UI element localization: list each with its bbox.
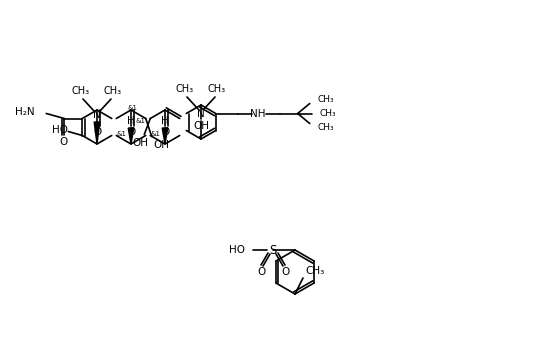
Text: HO: HO	[52, 125, 68, 135]
Text: OH: OH	[154, 139, 170, 150]
Text: CH₃: CH₃	[208, 84, 226, 94]
Text: &1: &1	[128, 105, 138, 111]
Text: O: O	[59, 136, 67, 146]
Text: CH₃: CH₃	[320, 109, 336, 118]
Polygon shape	[162, 128, 168, 144]
Polygon shape	[128, 128, 134, 144]
Polygon shape	[94, 122, 100, 144]
Text: O: O	[162, 127, 170, 137]
Text: CH₃: CH₃	[305, 266, 324, 276]
Text: NH: NH	[250, 109, 265, 118]
Text: &1: &1	[150, 130, 161, 136]
Text: HO: HO	[229, 245, 245, 255]
Text: &1: &1	[116, 130, 126, 136]
Text: H₂N: H₂N	[15, 107, 34, 117]
Text: S: S	[269, 244, 277, 256]
Text: CH₃: CH₃	[72, 86, 90, 96]
Text: H: H	[161, 116, 169, 126]
Text: O: O	[257, 267, 265, 277]
Text: &1: &1	[136, 118, 146, 124]
Text: N: N	[93, 110, 101, 120]
Text: O: O	[94, 127, 102, 137]
Text: OH: OH	[193, 121, 209, 131]
Text: CH₃: CH₃	[104, 86, 122, 96]
Text: H: H	[127, 116, 135, 126]
Text: O: O	[281, 267, 289, 277]
Text: CH₃: CH₃	[318, 95, 334, 104]
Text: O: O	[128, 127, 136, 137]
Text: CH₃: CH₃	[318, 123, 334, 132]
Text: CH₃: CH₃	[176, 84, 194, 94]
Text: OH: OH	[132, 137, 149, 147]
Text: N: N	[197, 109, 205, 119]
